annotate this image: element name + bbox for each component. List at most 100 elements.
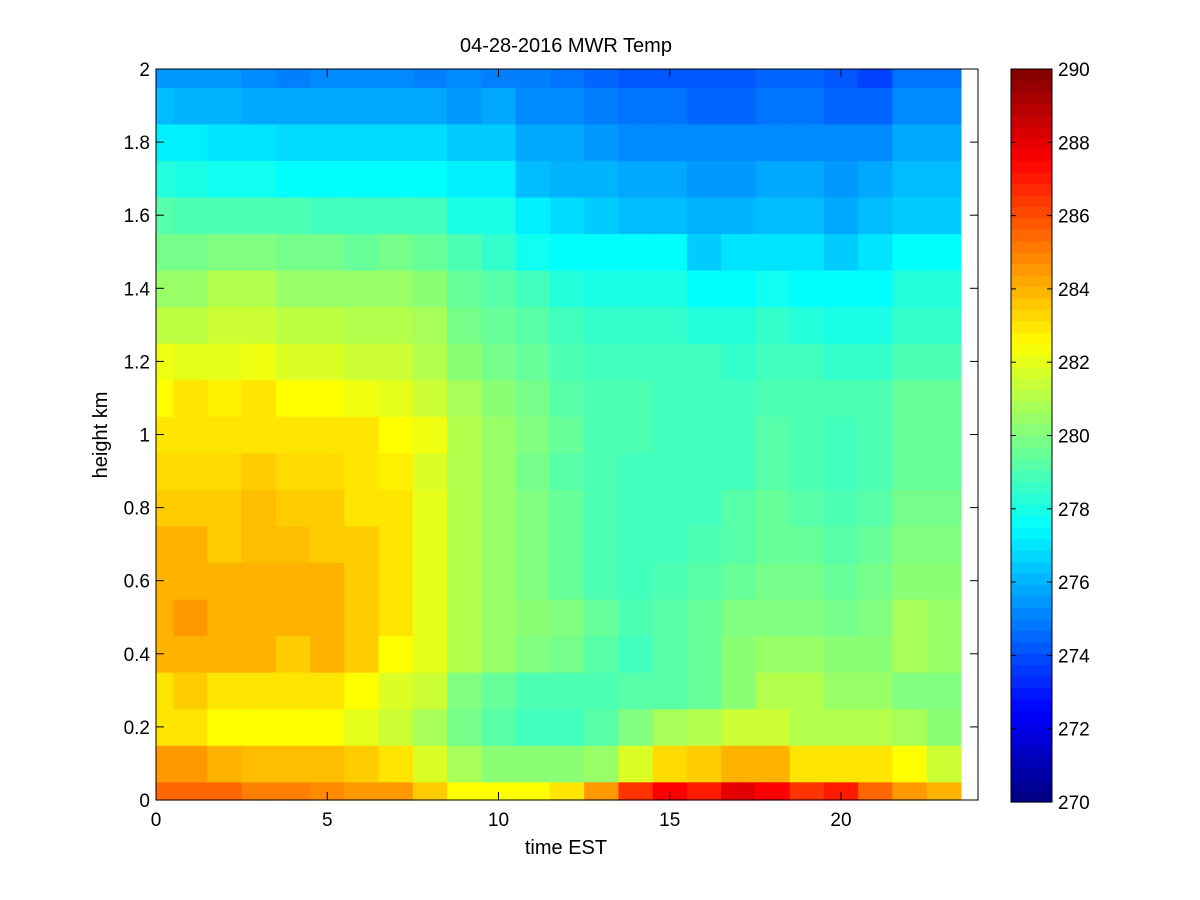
heatmap-cell (207, 416, 243, 454)
heatmap-cell (241, 708, 277, 746)
heatmap-cell (412, 196, 448, 235)
heatmap-cell (241, 343, 277, 381)
heatmap-cell (721, 525, 756, 564)
heatmap-cell (926, 452, 962, 490)
colorbar: 270 272 274 276 278 280 282 284 286 288 290 (1010, 60, 1090, 814)
heatmap-cell (378, 562, 414, 600)
heatmap-cell (207, 452, 243, 490)
colorbar-segment (1011, 126, 1052, 139)
heatmap-cell (652, 123, 688, 161)
heatmap-cell (584, 196, 619, 235)
heatmap-cell (378, 781, 414, 801)
heatmap-cell (275, 306, 311, 344)
colorbar-tick-label: 284 (1058, 280, 1090, 301)
heatmap-cell (378, 196, 414, 235)
heatmap-cell (156, 489, 174, 527)
heatmap-cell (823, 672, 859, 710)
heatmap-cell (241, 562, 277, 600)
heatmap-cell (823, 306, 859, 344)
colorbar-tick-label: 276 (1058, 573, 1090, 594)
heatmap-cell (721, 270, 756, 308)
heatmap-cell (892, 416, 928, 454)
heatmap-cell (892, 562, 928, 600)
y-tick-label: 1.6 (124, 206, 150, 227)
heatmap-cell (549, 562, 585, 600)
heatmap-cell (892, 708, 928, 746)
heatmap-cell (789, 525, 825, 564)
heatmap-cell (412, 452, 448, 490)
heatmap-cell (344, 452, 380, 490)
heatmap-cell (823, 343, 859, 381)
colorbar-segment (1011, 275, 1052, 288)
heatmap-cell (755, 270, 791, 308)
heatmap-cell (310, 233, 345, 271)
heatmap-cell (858, 69, 893, 88)
heatmap-cell (652, 196, 688, 235)
heatmap-cell (310, 379, 345, 417)
heatmap-cell (926, 306, 962, 344)
heatmap-cell (584, 745, 619, 783)
heatmap-cell (755, 562, 791, 600)
heatmap-cell (156, 781, 174, 801)
heatmap-cell (207, 233, 243, 271)
colorbar-segment (1011, 446, 1052, 459)
heatmap-cell (207, 160, 243, 198)
heatmap-cell (275, 416, 311, 454)
heatmap-cell (156, 598, 174, 637)
heatmap-cell (310, 69, 345, 88)
heatmap-cell (789, 123, 825, 161)
heatmap-cell (173, 123, 208, 161)
heatmap-cell (378, 452, 414, 490)
heatmap-cell (789, 416, 825, 454)
heatmap-cell (858, 233, 893, 271)
heatmap-cell (652, 562, 688, 600)
colorbar-segment (1011, 309, 1052, 322)
heatmap-cell (378, 233, 414, 271)
heatmap-cell (481, 270, 517, 308)
heatmap-cell (789, 69, 825, 88)
colorbar-segment (1011, 767, 1052, 780)
heatmap-cell (926, 196, 962, 235)
heatmap-cell (584, 672, 619, 710)
heatmap-cell (584, 635, 619, 673)
colorbar-segment (1011, 584, 1052, 597)
heatmap-cell (618, 745, 654, 783)
colorbar-segment (1011, 733, 1052, 746)
heatmap-cell (344, 196, 380, 235)
heatmap-cell (156, 416, 174, 454)
heatmap-cell (344, 379, 380, 417)
heatmap-cell (721, 343, 756, 381)
colorbar-segment (1011, 550, 1052, 563)
heatmap-cell (241, 69, 277, 88)
heatmap-cell (892, 270, 928, 308)
heatmap-cell (241, 416, 277, 454)
heatmap-cell (173, 343, 208, 381)
heatmap-cell (378, 635, 414, 673)
heatmap-cell (686, 416, 722, 454)
heatmap-cell (686, 598, 722, 637)
heatmap-cell (241, 489, 277, 527)
heatmap-cell (275, 672, 311, 710)
heatmap-cell (481, 452, 517, 490)
heatmap-cell (823, 379, 859, 417)
heatmap-cell (686, 233, 722, 271)
heatmap-cell (275, 598, 311, 637)
heatmap-cell (241, 525, 277, 564)
heatmap-cell (173, 69, 208, 88)
colorbar-segment (1011, 607, 1052, 620)
heatmap-cell (755, 160, 791, 198)
heatmap-cell (652, 708, 688, 746)
heatmap-cell (618, 489, 654, 527)
heatmap-cell (481, 416, 517, 454)
heatmap-cell (447, 489, 482, 527)
heatmap-cell (344, 123, 380, 161)
heatmap-cell (755, 196, 791, 235)
heatmap-cell (515, 525, 551, 564)
heatmap-cell (721, 745, 756, 783)
heatmap-cell (344, 598, 380, 637)
heatmap-cell (241, 452, 277, 490)
heatmap-cell (207, 708, 243, 746)
heatmap-cell (549, 672, 585, 710)
heatmap-cell (686, 379, 722, 417)
heatmap-cell (344, 416, 380, 454)
